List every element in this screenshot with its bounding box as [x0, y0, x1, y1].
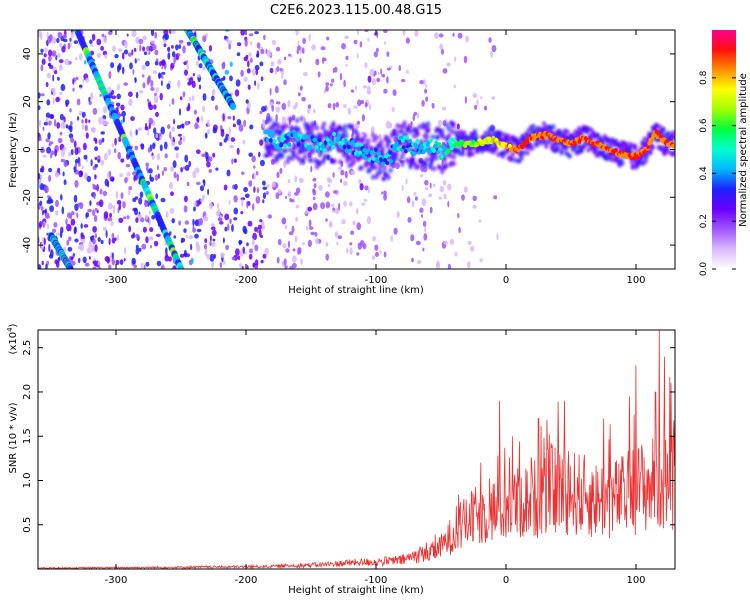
y-tick-label: 2.0: [22, 384, 33, 400]
x-tick-label: -100: [365, 575, 388, 586]
x-tick-label: 0: [503, 575, 509, 586]
colorbar-ticks: 0.0 0.2 0.4 0.6 0.8: [699, 70, 736, 276]
colorbar-tick-label: 0.4: [699, 166, 709, 181]
colorbar-tick-label: 0.8: [699, 70, 709, 85]
snr-x-ticks: -300 -200 -100 0 100: [105, 330, 646, 586]
snr-x-axis-label: Height of straight line (km): [288, 585, 424, 596]
snr-series-line: [38, 330, 675, 569]
colorbar-tick-label: 0.2: [699, 214, 709, 228]
y-tick-label: -20: [22, 189, 33, 205]
x-tick-label: -200: [235, 575, 258, 586]
x-tick-label: -300: [105, 575, 128, 586]
snr-panel: -300 -200 -100 0 100 0.5 1.0 1.5 2.0 2.5 Height …: [6, 323, 676, 596]
snr-background: [38, 330, 675, 569]
x-tick-label: 100: [626, 275, 645, 286]
snr-scale-label: (x104): [6, 323, 19, 354]
colorbar-label: Normalized spectral amplitude: [738, 73, 749, 227]
colorbar-gradient: [712, 30, 736, 269]
snr-y-axis-label: SNR (10 * v/v): [8, 402, 19, 473]
spectrogram-x-ticks: -300 -200 -100 0 100: [105, 30, 646, 286]
chart-title: C2E6.2023.115.00.48.G15: [270, 3, 442, 18]
svg-text:(x104): (x104): [6, 323, 19, 354]
colorbar-tick-label: 0.0: [699, 262, 709, 277]
spectrogram-y-axis-label: Frequency (Hz): [8, 112, 19, 188]
y-tick-label: 0.5: [22, 517, 33, 533]
y-tick-label: 1.0: [22, 473, 33, 489]
y-tick-label: 2.5: [22, 340, 33, 356]
snr-frame: [37, 329, 676, 570]
main-spectral-trace: [263, 116, 675, 182]
snr-y-ticks: 0.5 1.0 1.5 2.0 2.5: [22, 340, 675, 533]
spectrogram-heatmap: [38, 30, 675, 269]
colorbar-tick-label: 0.6: [699, 118, 709, 133]
snr-line: [38, 330, 675, 569]
diagonal-traces: [47, 30, 237, 269]
spectrogram-y-ticks: -40 -20 0 20 40: [22, 48, 675, 253]
x-tick-label: 100: [626, 575, 645, 586]
trace-core: [263, 129, 675, 166]
snr-scale-base: (x10: [8, 332, 19, 355]
y-tick-label: 20: [22, 95, 33, 108]
x-tick-label: -300: [105, 275, 128, 286]
y-tick-label: 1.5: [22, 428, 33, 444]
x-tick-label: 0: [503, 275, 509, 286]
diagonal-trace-0: [73, 30, 185, 269]
y-tick-label: 40: [22, 48, 33, 61]
diagonal-trace-2: [47, 231, 74, 269]
x-tick-label: -100: [365, 275, 388, 286]
snr-scale-exponent: 4: [6, 327, 14, 332]
spectrogram-x-axis-label: Height of straight line (km): [288, 285, 424, 296]
colorbar: 0.0 0.2 0.4 0.6 0.8 Normalized spectral ampl…: [699, 30, 749, 276]
y-tick-label: 0: [22, 146, 33, 152]
x-tick-label: -200: [235, 275, 258, 286]
diagonal-trace-1: [184, 30, 237, 111]
y-tick-label: -40: [22, 237, 33, 253]
